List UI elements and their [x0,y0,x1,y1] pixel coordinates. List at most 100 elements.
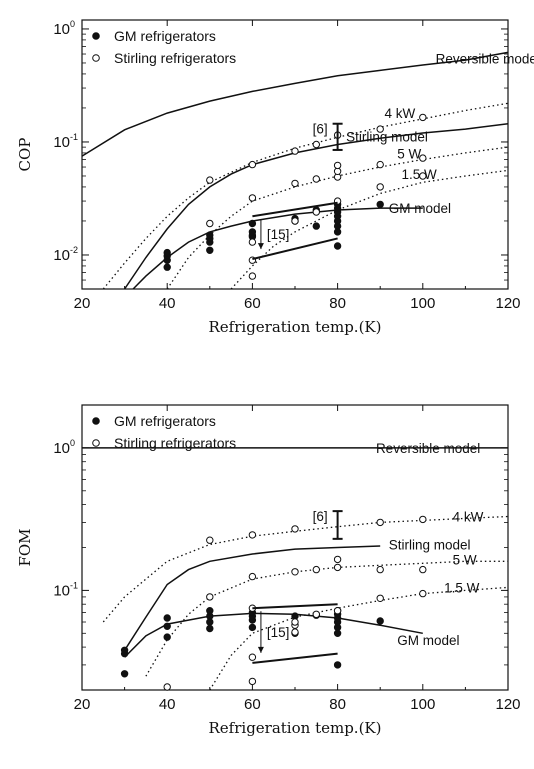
cop-x-tick-label: 20 [74,295,91,312]
fom-point-stirling [312,565,320,574]
fom-label-reversible-model: Reversible model [376,441,480,456]
fom-point-stirling [248,677,257,686]
cop-y-tick-exponent: -2 [70,245,78,255]
cop-point-gm [248,219,257,228]
fom-ref15-arrowhead [257,646,264,653]
cop-point-stirling [312,208,320,216]
fom-point-gm [206,607,214,615]
fom-legend-label: GM refrigerators [114,413,216,429]
fom-point-gm [163,614,171,622]
fom-point-stirling [163,683,171,691]
fom-point-gm [206,624,214,633]
cop-point-stirling [419,154,427,162]
cop-point-stirling [333,161,342,170]
cop-point-gm [163,248,171,257]
cop-point-stirling [419,113,427,122]
fom-point-gm [120,646,129,654]
cop-point-gm [163,263,171,271]
fom-label-4-kw: 4 kW [453,510,484,525]
cop-point-gm [312,222,320,230]
cop-point-stirling [248,238,257,246]
fom-legend-marker [92,417,100,425]
fom-point-stirling [291,525,299,533]
cop-legend-marker [92,54,100,62]
cop-point-stirling [291,147,299,155]
fom-point-stirling [248,572,257,581]
cop-point-gm [376,200,384,209]
cop-y-tick-exponent: 0 [70,19,75,29]
cop-point-gm [248,228,257,236]
cop-label-4-kw: 4 kW [384,106,415,121]
cop-point-stirling [376,125,384,133]
cop-ref15-top-line [252,201,338,218]
fom-point-gm [163,622,171,630]
fom-label-gm-model: GM model [397,633,459,648]
cop-curve-1-5-w [230,169,509,290]
fom-legend-marker [92,439,100,447]
fom-y-axis-label: FOM [16,528,34,566]
cop-legend-marker [92,32,100,40]
fom-x-tick-label: 20 [74,696,91,713]
cop-curves: Reversible model 4 kW Stirling model 5 W 1.5… [81,51,534,290]
fom-legend-label: Stirling refrigerators [114,435,236,451]
fom-point-stirling [376,565,384,574]
cop-ref6-label: [6] [313,122,328,137]
fom-label-5-w: 5 W [453,552,477,567]
fom-point-stirling [333,607,342,615]
fom-point-stirling [248,531,257,539]
cop-legend: GM refrigerators Stirling refrigerators [92,28,236,66]
fom-x-tick-label: 40 [159,696,176,713]
fom-x-tick-label: 100 [410,696,435,713]
fom-point-gm [376,617,384,625]
fom-point-gm [163,633,171,641]
cop-point-gm [206,231,214,239]
fom-y-tick-exponent: 0 [70,438,75,448]
fom-curve-5-w [145,560,508,677]
fom-point-stirling [291,618,299,626]
fom-y-tick-exponent: -1 [70,580,78,590]
fom-point-stirling [333,563,342,572]
fom-point-stirling [312,610,320,618]
cop-point-stirling [376,183,384,191]
cop-point-stirling [291,217,299,225]
cop-x-tick-label: 80 [329,295,346,312]
fom-data-points [120,515,427,691]
cop-label-1-5-w: 1.5 W [402,167,438,182]
fom-x-axis-label: Refrigeration temp.(K) [209,719,382,737]
fom-curve-stirling-model [123,545,381,651]
fom-point-gm [248,623,257,632]
fom-ref6-label: [6] [313,509,328,524]
fom-point-stirling [206,536,214,544]
cop-curve-reversible-model [81,51,509,157]
cop-label-stirling-model: Stirling model [346,129,428,144]
fom-label-stirling-model: Stirling model [389,537,471,552]
cop-point-stirling [248,272,257,280]
fom-curve-1-5-w [209,586,509,691]
fom-point-stirling [376,594,384,602]
fom-point-stirling [291,568,299,576]
cop-x-axis-label: Refrigeration temp.(K) [209,318,382,336]
fom-point-gm [333,661,342,669]
fom-point-stirling [376,518,384,527]
cop-label-gm-model: GM model [389,201,451,216]
cop-point-stirling [248,194,257,202]
cop-point-stirling [206,219,214,228]
fom-point-stirling [333,555,342,564]
cop-y-tick-label: 10 [53,247,70,264]
cop-ref15-arrowhead [257,243,264,250]
fom-point-stirling [419,565,427,574]
cop-point-gm [206,246,214,255]
cop-x-tick-label: 60 [244,295,261,312]
fom-x-tick-label: 80 [329,696,346,713]
cop-y-tick-exponent: -1 [70,132,78,142]
fom-point-stirling [248,653,257,661]
cop-x-tick-label: 40 [159,295,176,312]
cop-point-stirling [312,175,320,183]
cop-point-gm [333,242,342,250]
cop-ref15-label: [15] [267,227,290,242]
fom-legend: GM refrigerators Stirling refrigerators [92,413,236,451]
